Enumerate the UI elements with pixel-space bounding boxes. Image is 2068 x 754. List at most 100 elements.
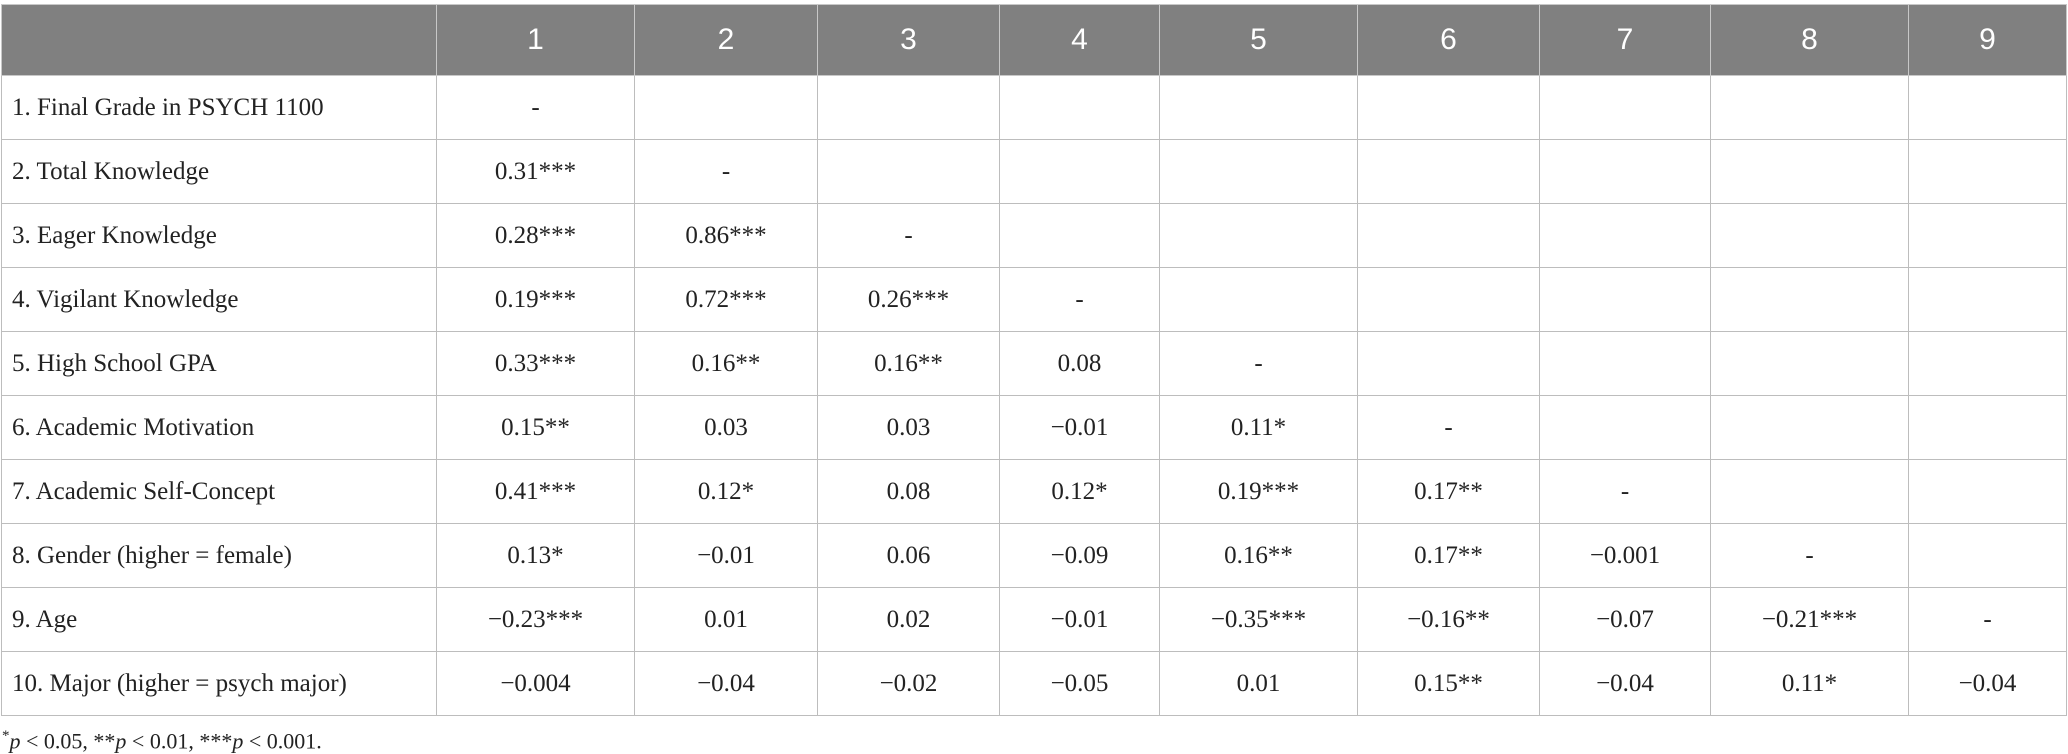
table-cell: −0.09 — [999, 523, 1160, 588]
table-cell: 0.01 — [1159, 651, 1358, 716]
footnote-part: p — [9, 728, 21, 754]
empty-cell — [634, 75, 818, 140]
row-label: 6. Academic Motivation — [1, 395, 437, 460]
table-row: 2. Total Knowledge 0.31*** - — [1, 139, 2067, 204]
table-row: 4. Vigilant Knowledge 0.19*** 0.72*** 0.26*… — [1, 267, 2067, 332]
empty-cell — [1710, 395, 1909, 460]
empty-cell — [1357, 139, 1540, 204]
table-cell: 0.17** — [1357, 459, 1540, 524]
table-cell: −0.04 — [634, 651, 818, 716]
footnote-part: < 0.05, ** — [20, 728, 116, 754]
row-label: 9. Age — [1, 587, 437, 652]
header-cell: 8 — [1710, 4, 1909, 76]
table-cell: 0.72*** — [634, 267, 818, 332]
table-cell: 0.28*** — [436, 203, 635, 268]
table-cell: −0.16** — [1357, 587, 1540, 652]
table-cell: −0.23*** — [436, 587, 635, 652]
table-cell: - — [634, 139, 818, 204]
empty-cell — [817, 139, 1000, 204]
table-cell: 0.08 — [999, 331, 1160, 396]
table-row: 6. Academic Motivation 0.15** 0.03 0.03 −0.0… — [1, 395, 2067, 460]
row-label: 8. Gender (higher = female) — [1, 523, 437, 588]
footnote-part: < 0.001. — [243, 728, 322, 754]
table-cell: −0.01 — [999, 587, 1160, 652]
table-cell: - — [1539, 459, 1711, 524]
empty-cell — [999, 203, 1160, 268]
empty-cell — [1908, 75, 2067, 140]
table-row: 7. Academic Self-Concept 0.41*** 0.12* 0.08… — [1, 459, 2067, 524]
table-row: 1. Final Grade in PSYCH 1100- — [1, 75, 2067, 140]
empty-cell — [1357, 331, 1540, 396]
empty-cell — [1710, 203, 1909, 268]
table-cell: 0.15** — [1357, 651, 1540, 716]
table-cell: 0.33*** — [436, 331, 635, 396]
empty-cell — [999, 75, 1160, 140]
table-body: 1. Final Grade in PSYCH 1100-2. Total Kn… — [1, 75, 2067, 716]
footnote-part: < 0.01, *** — [126, 728, 233, 754]
table-cell: 0.17** — [1357, 523, 1540, 588]
footnote-part: * — [2, 728, 10, 744]
table-cell: 0.13* — [436, 523, 635, 588]
empty-cell — [1908, 267, 2067, 332]
row-label: 1. Final Grade in PSYCH 1100 — [1, 75, 437, 140]
row-label: 10. Major (higher = psych major) — [1, 651, 437, 716]
table-cell: 0.16** — [817, 331, 1000, 396]
table-cell: - — [817, 203, 1000, 268]
table-cell: 0.26*** — [817, 267, 1000, 332]
table-cell: 0.19*** — [436, 267, 635, 332]
table-cell: - — [1159, 331, 1358, 396]
table-cell: 0.01 — [634, 587, 818, 652]
empty-cell — [1539, 203, 1711, 268]
empty-cell — [1159, 267, 1358, 332]
table-cell: −0.04 — [1908, 651, 2067, 716]
table-row: 8. Gender (higher = female) 0.13* −0.01 0.0… — [1, 523, 2067, 588]
table-cell: - — [1908, 587, 2067, 652]
header-cell: 7 — [1539, 4, 1711, 76]
table-cell: - — [436, 75, 635, 140]
table-cell: - — [999, 267, 1160, 332]
empty-cell — [1539, 139, 1711, 204]
row-label: 7. Academic Self-Concept — [1, 459, 437, 524]
empty-cell — [1710, 139, 1909, 204]
table-cell: −0.04 — [1539, 651, 1711, 716]
empty-cell — [1710, 267, 1909, 332]
table-cell: 0.86*** — [634, 203, 818, 268]
row-label: 5. High School GPA — [1, 331, 437, 396]
empty-cell — [1908, 203, 2067, 268]
table-cell: 0.19*** — [1159, 459, 1358, 524]
table-row: 9. Age −0.23*** 0.01 0.02 −0.01 −0.35*** −0.16… — [1, 587, 2067, 652]
table-cell: 0.06 — [817, 523, 1000, 588]
table-cell: 0.31*** — [436, 139, 635, 204]
empty-cell — [1908, 331, 2067, 396]
table-cell: 0.03 — [817, 395, 1000, 460]
header-cell: 6 — [1357, 4, 1540, 76]
table-cell: −0.05 — [999, 651, 1160, 716]
empty-cell — [1357, 203, 1540, 268]
footnote: *p < 0.05, **p < 0.01, ***p < 0.001. — [2, 728, 2068, 754]
footnote-part: p — [232, 728, 244, 754]
table-cell: - — [1710, 523, 1909, 588]
header-cell: 5 — [1159, 4, 1358, 76]
table-cell: 0.03 — [634, 395, 818, 460]
table-cell: −0.001 — [1539, 523, 1711, 588]
row-label: 3. Eager Knowledge — [1, 203, 437, 268]
header-cell: 4 — [999, 4, 1160, 76]
row-label: 4. Vigilant Knowledge — [1, 267, 437, 332]
table-cell: 0.02 — [817, 587, 1000, 652]
empty-cell — [1710, 459, 1909, 524]
header-cell: 1 — [436, 4, 635, 76]
row-label: 2. Total Knowledge — [1, 139, 437, 204]
empty-cell — [1159, 75, 1358, 140]
empty-cell — [1710, 331, 1909, 396]
table-cell: −0.07 — [1539, 587, 1711, 652]
empty-cell — [1539, 267, 1711, 332]
empty-cell — [1159, 139, 1358, 204]
table-cell: −0.35*** — [1159, 587, 1358, 652]
table-cell: 0.41*** — [436, 459, 635, 524]
table-cell: −0.02 — [817, 651, 1000, 716]
empty-cell — [1539, 331, 1711, 396]
empty-cell — [1908, 395, 2067, 460]
